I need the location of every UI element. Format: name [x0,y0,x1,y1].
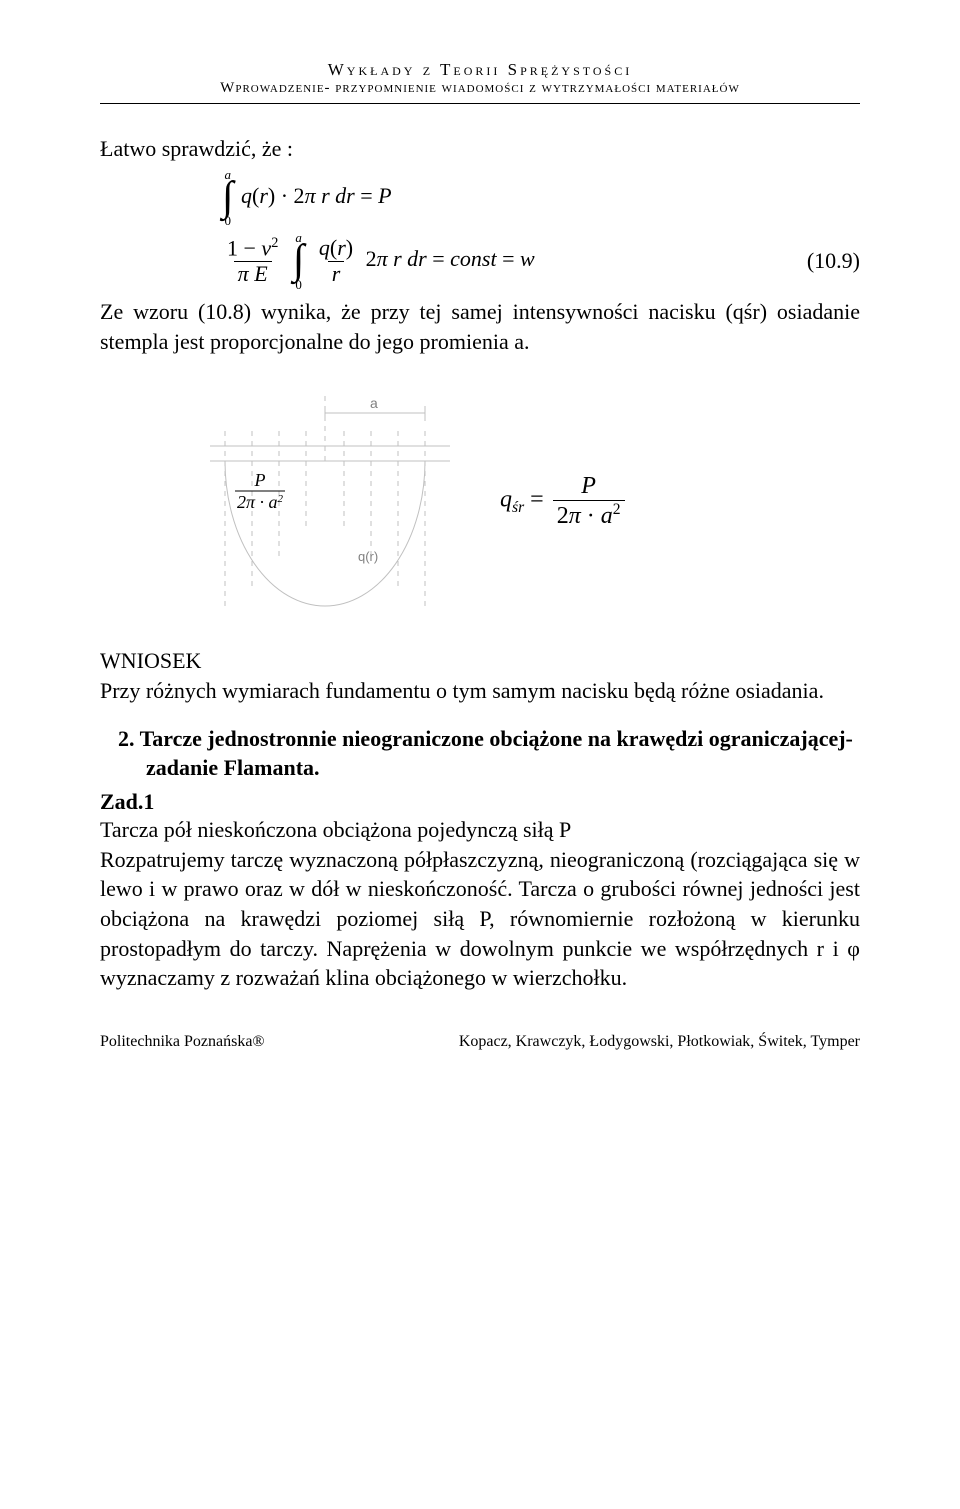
svg-text:2π · a2: 2π · a2 [237,492,284,512]
footer-right: Kopacz, Krawczyk, Łodygowski, Płotkowiak… [459,1033,860,1051]
intro-text: Łatwo sprawdzić, że : [100,134,860,164]
wniosek-body: Przy różnych wymiarach fundamentu o tym … [100,676,860,706]
diagram-a-label: a [370,395,378,411]
zad-label: Zad.1 [100,789,860,815]
equation-2-content: 1 − v2 π E a ∫ 0 q(r) r 2π r dr = const … [220,231,535,291]
header-subtitle: Wprowadzenie- przypomnienie wiadomości z… [100,80,860,97]
footer-left: Politechnika Poznańska® [100,1033,265,1051]
equation-1-content: a ∫ 0 q(r) · 2π r dr = P [220,168,392,228]
item-text: Tarcze jednostronnie nieograniczone obci… [140,726,853,781]
equation-2: 1 − v2 π E a ∫ 0 q(r) r 2π r dr = const … [100,231,860,291]
wniosek-heading: WNIOSEK [100,646,860,676]
item-number: 2. [118,726,135,751]
svg-text:P: P [254,470,266,490]
section-item-2: 2. Tarcze jednostronnie nieograniczone o… [100,724,860,783]
diagram-qr-label: q(r) [358,549,378,564]
page-footer: Politechnika Poznańska® Kopacz, Krawczyk… [100,1033,860,1051]
zad-body: Tarcza pół nieskończona obciążona pojedy… [100,815,860,993]
page-header: Wykłady z Teorii Sprężystości Wprowadzen… [100,60,860,97]
qsr-formula: qśr = P 2π · a2 [500,473,628,529]
equation-1: a ∫ 0 q(r) · 2π r dr = P [100,168,860,228]
header-title: Wykłady z Teorii Sprężystości [100,60,860,80]
page: Wykłady z Teorii Sprężystości Wprowadzen… [0,0,960,1091]
paragraph-1: Ze wzoru (10.8) wynika, że przy tej same… [100,297,860,356]
diagram-row: a q(r) P 2π · a2 qśr = P 2π · a2 [200,386,860,616]
header-rule [100,103,860,104]
pressure-diagram: a q(r) P 2π · a2 [200,386,460,616]
equation-number: (10.9) [807,248,860,274]
